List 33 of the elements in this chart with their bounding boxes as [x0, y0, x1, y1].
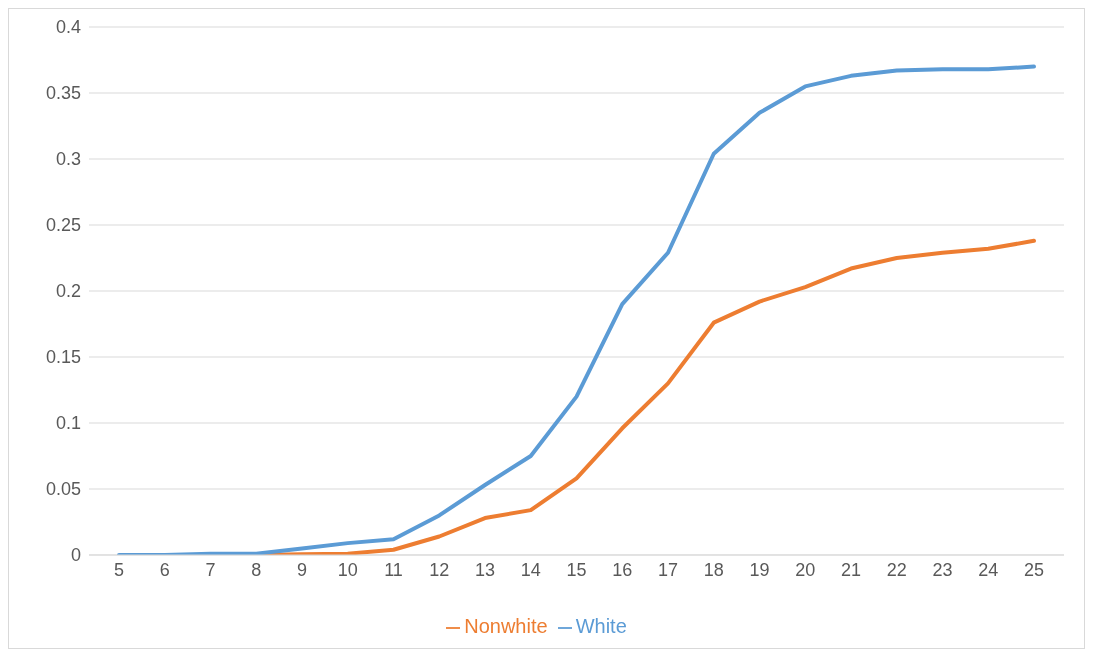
x-tick-label: 19	[749, 559, 770, 580]
x-tick-label: 12	[429, 559, 450, 580]
x-tick-label: 21	[840, 559, 862, 580]
y-tick-label: 0	[70, 545, 81, 566]
x-tick-label: 13	[474, 559, 496, 580]
y-tick-label: 0.4	[55, 17, 81, 38]
x-tick-label: 23	[932, 559, 953, 580]
x-tick-label: 16	[612, 559, 633, 580]
x-tick-label: 15	[566, 559, 587, 580]
y-tick-label: 0.35	[45, 83, 81, 104]
x-tick-label: 11	[384, 559, 403, 580]
x-tick-label: 14	[520, 559, 541, 580]
line-series	[117, 64, 1036, 555]
legend-label: White	[575, 615, 627, 637]
x-tick-label: 20	[795, 559, 816, 580]
x-tick-label: 10	[337, 559, 358, 580]
x-tick-label: 22	[886, 559, 907, 580]
x-tick-label: 5	[113, 559, 125, 580]
x-tick-label: 8	[251, 559, 262, 580]
y-tick-label: 0.3	[55, 149, 81, 170]
y-tick-label: 0.2	[55, 281, 81, 302]
x-tick-label: 25	[1023, 559, 1045, 580]
x-tick-label: 7	[205, 559, 216, 580]
y-tick-label: 0.15	[45, 347, 81, 368]
y-tick-label: 0.05	[45, 479, 81, 500]
x-tick-label: 18	[703, 559, 724, 580]
x-tick-label: 24	[978, 559, 999, 580]
x-tick-label: 9	[296, 559, 308, 580]
y-tick-label: 0.25	[45, 215, 81, 236]
x-tick-label: 17	[657, 559, 679, 580]
y-tick-label: 0.1	[55, 413, 81, 434]
legend-label: Nonwhite	[464, 615, 548, 637]
x-tick-label: 6	[159, 559, 170, 580]
